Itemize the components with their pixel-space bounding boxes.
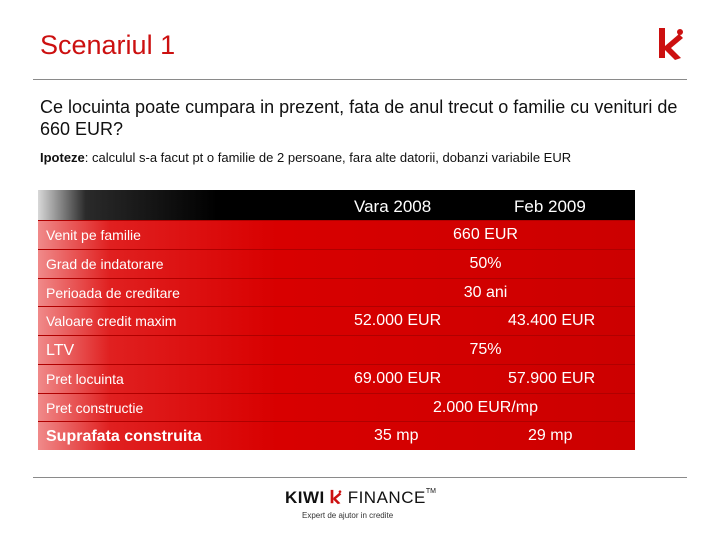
kiwi-k-small-icon — [330, 489, 342, 505]
row-value-vara-2008: 69.000 EUR — [354, 369, 442, 387]
hypothesis-label: Ipoteze — [40, 150, 85, 165]
table-row: Valoare credit maxim 52.000 EUR 43.400 E… — [38, 306, 635, 335]
brand-finance: FINANCE — [347, 488, 426, 507]
brand-kiwi: KIWI — [285, 488, 325, 507]
row-value-feb-2009: 29 mp — [528, 427, 573, 445]
hypothesis-line: Ipoteze: calculul s-a facut pt o familie… — [40, 150, 571, 165]
row-label: Venit pe familie — [46, 227, 141, 243]
row-value-feb-2009: 43.400 EUR — [508, 312, 596, 330]
row-value: 660 EUR — [453, 226, 518, 243]
row-label: Pret locuinta — [46, 370, 124, 387]
table-row: Pret constructie 2.000 EUR/mp — [38, 392, 635, 422]
table-row: Grad de indatorare 50% — [38, 248, 635, 278]
row-label: Pret constructie — [46, 399, 144, 416]
row-value-vara-2008: 35 mp — [374, 427, 419, 445]
row-label: Suprafata construita — [46, 428, 202, 446]
row-label: Valoare credit maxim — [46, 313, 177, 330]
row-value: 2.000 EUR/mp — [433, 398, 538, 416]
table-row: Venit pe familie 660 EUR — [38, 220, 635, 249]
row-label: Grad de indatorare — [46, 255, 164, 272]
row-value-vara-2008: 52.000 EUR — [354, 312, 442, 330]
bottom-divider — [33, 477, 687, 478]
row-label: Perioada de creditare — [46, 284, 180, 301]
row-value: 30 ani — [463, 283, 508, 301]
top-divider — [33, 79, 687, 80]
question-text: Ce locuinta poate cumpara in prezent, fa… — [40, 97, 678, 139]
slide-title: Scenariul 1 — [40, 30, 176, 60]
row-value: 50% — [469, 254, 502, 272]
column-header-vara-2008: Vara 2008 — [354, 197, 432, 216]
kiwi-k-logo-icon — [659, 28, 683, 60]
table-row: Pret locuinta 69.000 EUR 57.900 EUR — [38, 363, 635, 393]
hypothesis-text: : calculul s-a facut pt o familie de 2 p… — [84, 150, 572, 165]
scenario-table: Vara 2008 Feb 2009 Venit pe familie 660 … — [38, 190, 635, 450]
row-label: LTV — [46, 342, 75, 359]
row-value-feb-2009: 57.900 EUR — [508, 369, 596, 387]
table-row: Suprafata construita 35 mp 29 mp — [38, 421, 635, 450]
kiwi-finance-logo: KIWI FINANCETM — [285, 488, 436, 508]
table-row: LTV 75% — [38, 335, 635, 364]
row-value: 75% — [469, 341, 502, 358]
table-row: Perioada de creditare 30 ani — [38, 277, 635, 307]
trademark: TM — [425, 488, 436, 495]
table-header: Vara 2008 Feb 2009 — [38, 190, 635, 220]
brand-tagline: Expert de ajutor in credite — [302, 511, 394, 520]
column-header-feb-2009: Feb 2009 — [514, 197, 586, 216]
